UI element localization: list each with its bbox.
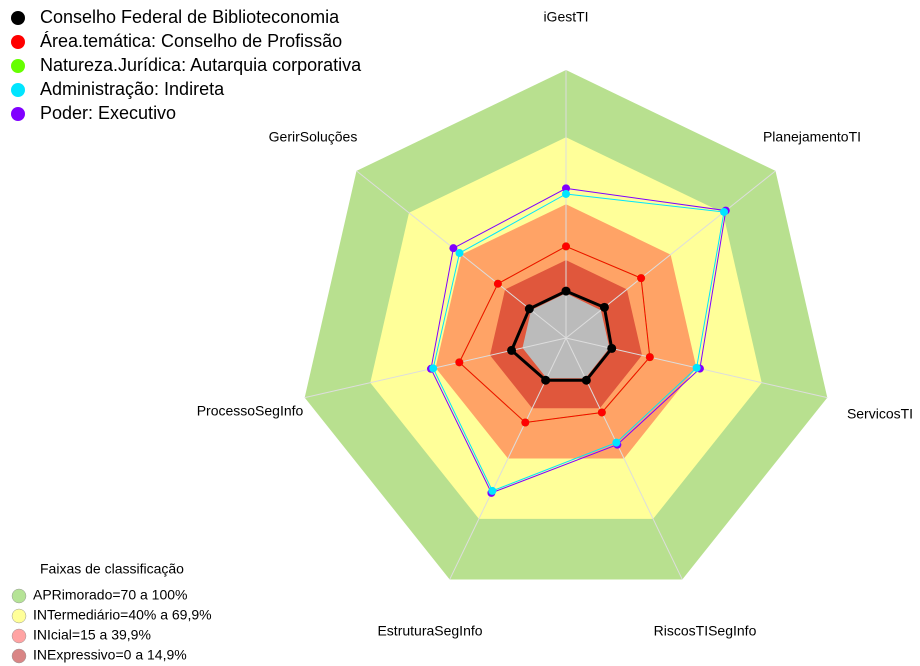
legend-swatch [11, 107, 25, 121]
series-point [692, 363, 701, 372]
legend-label: Natureza.Jurídica: Autarquia corporativa [40, 55, 362, 75]
band-legend-label: INTermediário=40% a 69,9% [33, 607, 212, 623]
band-legend-swatch [11, 588, 27, 604]
series-point [562, 184, 570, 193]
series-point [599, 302, 609, 312]
series-point [524, 304, 534, 314]
axis-label: ServicosTI [847, 406, 913, 422]
axis-label: iGestTI [543, 9, 588, 25]
legend-swatch [11, 35, 25, 49]
axis-label: GerirSoluções [269, 129, 358, 145]
axis-label: ProcessoSegInfo [197, 403, 304, 419]
series-point [507, 345, 517, 355]
band-legend-label: INExpressivo=0 a 14,9% [33, 647, 187, 663]
band-legend-swatch [11, 628, 27, 644]
legend-swatch [11, 59, 25, 73]
series-point [541, 375, 551, 385]
series-point [521, 418, 530, 427]
series-line [432, 193, 725, 492]
series-point [581, 375, 591, 385]
legend-swatch [11, 83, 25, 97]
series-point [645, 353, 654, 362]
series-point [597, 408, 606, 417]
series-point [493, 279, 502, 288]
axis-label: RiscosTISegInfo [654, 623, 757, 639]
series-line [458, 245, 651, 424]
legend-label: Administração: Indireta [40, 79, 225, 99]
axis-label: EstruturaSegInfo [377, 623, 482, 639]
series-point [561, 286, 571, 296]
series-line [430, 187, 727, 494]
legend-label: Conselho Federal de Biblioteconomia [40, 7, 340, 27]
series-point [429, 364, 438, 373]
series-point [455, 249, 464, 258]
band-legend-swatch [11, 648, 27, 664]
band-legend-label: APRimorado=70 a 100% [33, 587, 188, 603]
series-point [562, 189, 570, 198]
series-point [637, 274, 646, 283]
series-point [488, 486, 497, 495]
axis-label: PlanejamentoTI [763, 129, 861, 145]
series-point [455, 358, 464, 367]
series-point [562, 242, 570, 251]
band-legend-swatch [11, 608, 27, 624]
band-legend-label: INIcial=15 a 39,9% [33, 627, 151, 643]
series-point [720, 207, 729, 216]
series-point [612, 438, 621, 447]
legend-swatch [11, 11, 25, 25]
series-point [607, 343, 617, 353]
legend-label: Poder: Executivo [40, 103, 176, 123]
legend-label: Área.temática: Conselho de Profissão [40, 31, 342, 51]
series-line [509, 289, 614, 382]
bands-title: Faixas de classificação [40, 561, 184, 577]
series-point [449, 244, 458, 253]
